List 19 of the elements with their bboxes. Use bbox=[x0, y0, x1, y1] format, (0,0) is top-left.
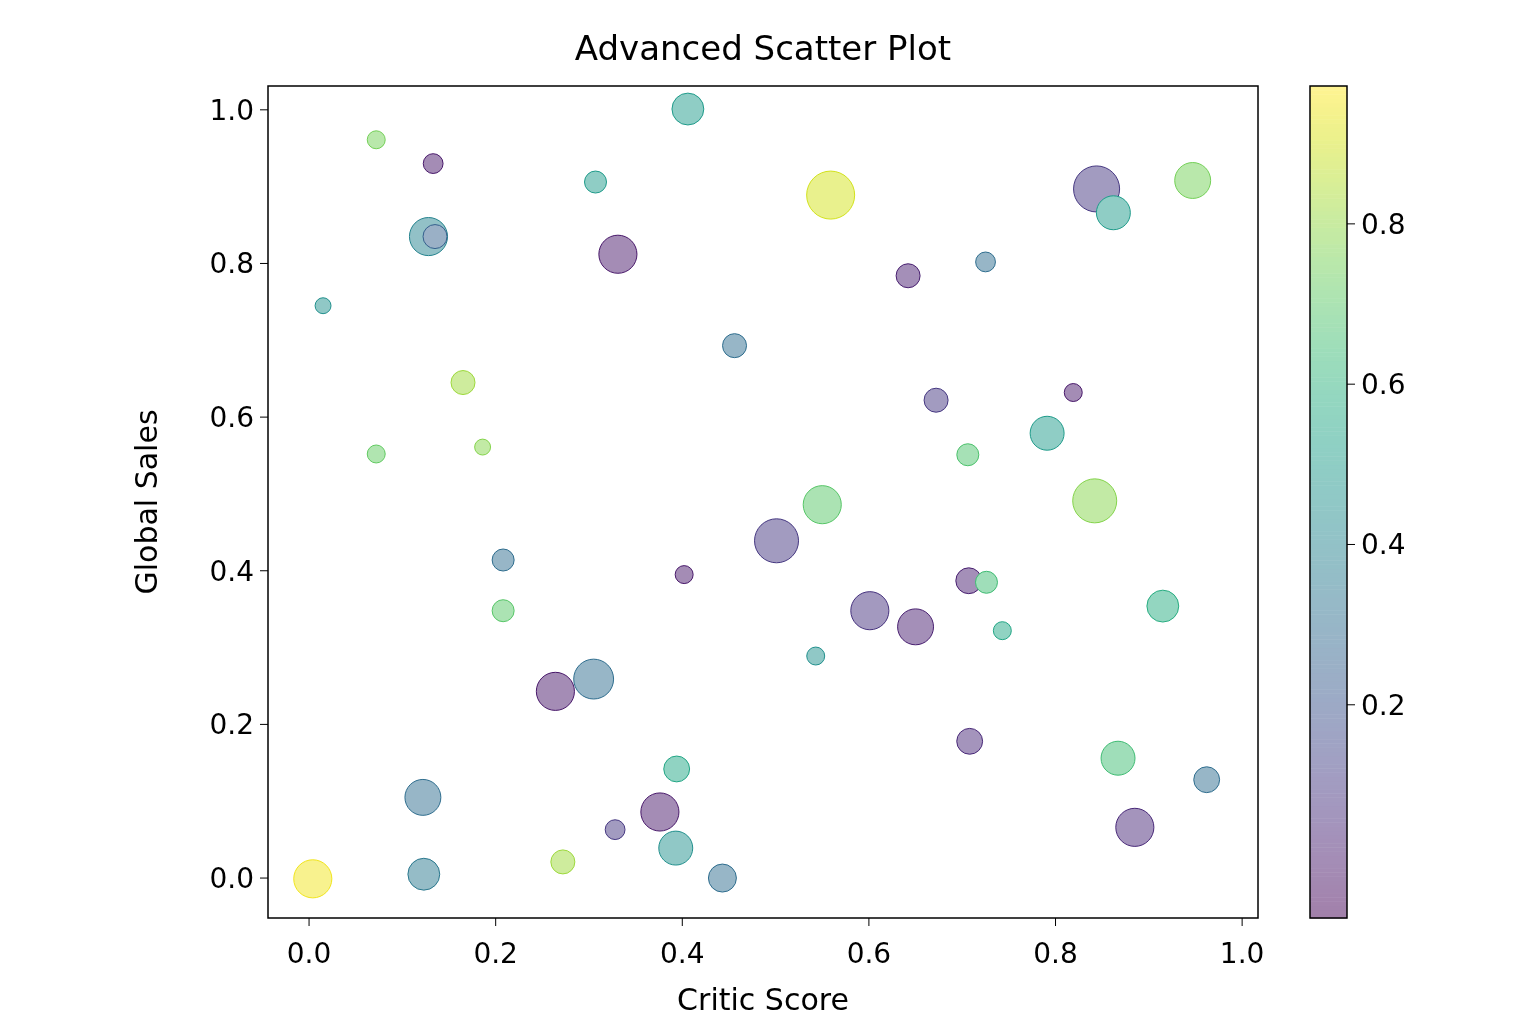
x-tick-label: 0.6 bbox=[846, 937, 892, 970]
y-tick-label: 0.8 bbox=[209, 247, 254, 281]
y-tick-label: 0.4 bbox=[209, 554, 254, 588]
y-axis-title: Global Sales bbox=[129, 409, 164, 595]
y-tick-label: 0.0 bbox=[209, 861, 254, 895]
x-axis-title: Critic Score bbox=[677, 982, 849, 1017]
color-bar-label: 0.6 bbox=[1361, 367, 1406, 401]
x-tick-label: 0.8 bbox=[1033, 937, 1078, 970]
x-tick-label: 0.0 bbox=[286, 937, 332, 970]
x-tick-label: 1.0 bbox=[1219, 937, 1265, 970]
color-bar-label: 0.4 bbox=[1361, 528, 1406, 562]
x-tick-label: 0.4 bbox=[660, 937, 705, 970]
y-tick-label: 0.2 bbox=[209, 708, 254, 742]
color-bar-label: 0.2 bbox=[1361, 688, 1406, 722]
chart-title: Advanced Scatter Plot bbox=[574, 28, 952, 68]
y-tick-label: 1.0 bbox=[209, 93, 254, 127]
y-tick-label: 0.6 bbox=[209, 400, 254, 434]
color-bar-label: 0.8 bbox=[1361, 207, 1406, 241]
x-tick-label: 0.2 bbox=[473, 937, 518, 970]
